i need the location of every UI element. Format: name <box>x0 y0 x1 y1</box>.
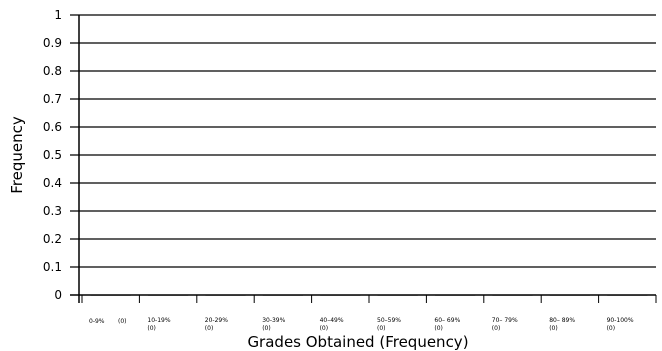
y-tick-label: 0.2 <box>43 232 62 246</box>
y-tick-label: 1 <box>54 8 62 22</box>
bars <box>90 295 648 296</box>
y-tick-label: 0.5 <box>43 148 62 162</box>
category-count-label: (0) <box>320 325 329 332</box>
bar <box>90 295 131 296</box>
category-range-label: 0-9% <box>89 318 105 325</box>
category-labels: 0-9% (0) 10-19%(0)20-29%(0)30-39%(0)40–49%… <box>89 317 634 332</box>
gridlines <box>70 14 656 296</box>
bar <box>607 295 648 296</box>
bar <box>492 295 533 296</box>
bar <box>320 295 361 296</box>
category-count-label: (0) <box>262 325 271 332</box>
bar <box>435 295 476 296</box>
category-count-label: (0) <box>205 325 214 332</box>
category-range-label: 60– 69% <box>434 317 460 324</box>
category-count-label: (0) <box>147 325 156 332</box>
category-range-label: 70– 79% <box>492 317 518 324</box>
bar <box>549 295 590 296</box>
category-range-label: 50–59% <box>377 317 401 324</box>
y-tick-label: 0.4 <box>43 176 62 190</box>
category-range-label: 20-29% <box>205 317 228 324</box>
y-tick-label: 0.9 <box>43 36 62 50</box>
y-tick-label: 0.3 <box>43 204 62 218</box>
bar <box>377 295 418 296</box>
category-range-label: 80– 89% <box>549 317 575 324</box>
y-axis-title: Frequency <box>8 116 26 194</box>
category-count-label: (0) <box>492 325 501 332</box>
x-axis-title: Grades Obtained (Frequency) <box>247 333 468 351</box>
bar <box>262 295 303 296</box>
category-range-label: 40–49% <box>320 317 344 324</box>
category-count-label: (0) <box>549 325 558 332</box>
category-range-label: 30-39% <box>262 317 285 324</box>
y-tick-label: 0.6 <box>43 120 62 134</box>
y-tick-label: 0 <box>54 288 62 302</box>
category-count-label: (0) <box>118 318 127 325</box>
category-count-label: (0) <box>607 325 616 332</box>
y-tick-label: 0.7 <box>43 92 62 106</box>
category-range-label: 90-100% <box>607 317 634 324</box>
category-count-label: (0) <box>377 325 386 332</box>
category-count-label: (0) <box>434 325 443 332</box>
bar <box>205 295 246 296</box>
bar <box>148 295 189 296</box>
x-tick-marks <box>81 295 657 303</box>
y-tick-label: 0.8 <box>43 64 62 78</box>
y-tick-label: 0.1 <box>43 260 62 274</box>
y-tick-labels: 0 0.1 0.2 0.3 0.4 0.5 0.6 0.7 0.8 0.9 1 <box>43 8 62 302</box>
category-range-label: 10-19% <box>147 317 170 324</box>
